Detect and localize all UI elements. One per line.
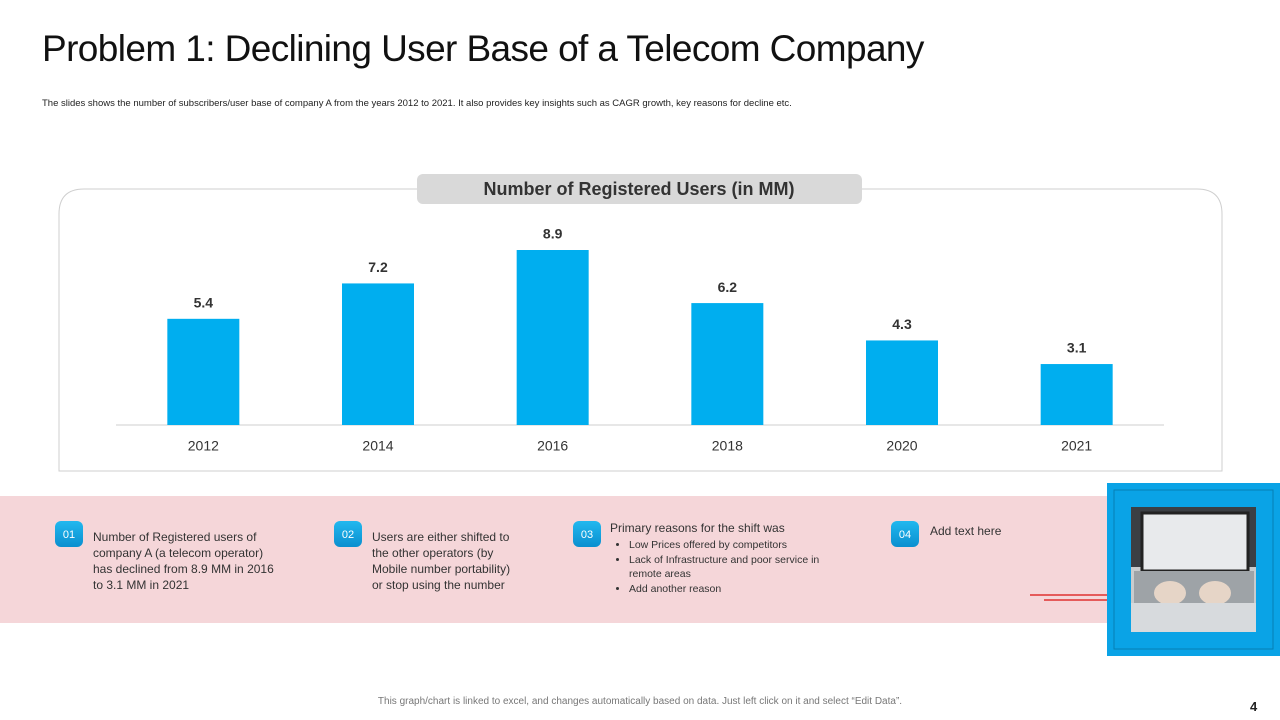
x-tick-label: 2012 xyxy=(188,438,219,454)
chart: Number of Registered Users (in MM) 5.4 20… xyxy=(58,174,1223,472)
insight-heading: Number of Registered users of company A … xyxy=(93,530,274,592)
insight-bullet: Add another reason xyxy=(629,582,840,597)
chart-title: Number of Registered Users (in MM) xyxy=(483,179,794,199)
insight-text: Users are either shifted to the other op… xyxy=(372,529,522,593)
x-tick-label: 2014 xyxy=(362,438,393,454)
data-label: 7.2 xyxy=(368,259,388,275)
insight-badge: 03 xyxy=(573,521,601,547)
data-label: 6.2 xyxy=(718,279,738,295)
insight-bullet: Lack of Infrastructure and poor service … xyxy=(629,553,840,582)
chart-title-pill xyxy=(417,174,862,204)
bar xyxy=(167,318,240,425)
photo-hand xyxy=(1199,581,1231,605)
photo-inner-frame xyxy=(1113,489,1274,650)
x-tick-label: 2020 xyxy=(886,438,917,454)
photo xyxy=(1030,483,1280,656)
insight-bullet: Low Prices offered by competitors xyxy=(629,538,840,553)
slide-subtitle: The slides shows the number of subscribe… xyxy=(42,98,792,109)
footer: This graph/chart is linked to excel, and… xyxy=(377,696,903,707)
slide-title: Problem 1: Declining User Base of a Tele… xyxy=(42,28,924,69)
bar xyxy=(691,303,764,425)
insight-heading: Users are either shifted to the other op… xyxy=(372,530,511,592)
x-tick-label: 2018 xyxy=(712,438,743,454)
insight-text: Add text here xyxy=(930,523,1010,539)
x-tick-label: 2021 xyxy=(1061,438,1092,454)
insight-heading: Add text here xyxy=(930,524,1002,538)
x-tick-label: 2016 xyxy=(537,438,568,454)
insight-badge: 02 xyxy=(334,521,362,547)
insight-band xyxy=(0,496,1107,623)
data-label: 8.9 xyxy=(543,226,563,242)
insight-text: Primary reasons for the shift was Low Pri… xyxy=(610,520,840,596)
photo-screen xyxy=(1140,511,1250,573)
insight-text: Number of Registered users of company A … xyxy=(93,529,283,593)
data-label: 3.1 xyxy=(1067,340,1087,356)
photo-hand xyxy=(1154,581,1186,605)
bar xyxy=(866,340,938,425)
bar xyxy=(342,283,414,425)
insight-badge: 01 xyxy=(55,521,83,547)
insight-bullets: Low Prices offered by competitorsLack of… xyxy=(610,538,840,596)
insight-heading: Primary reasons for the shift was xyxy=(610,521,785,535)
bar xyxy=(516,250,589,425)
photo-sleeves xyxy=(1131,603,1256,632)
bar xyxy=(1040,364,1113,425)
data-label: 4.3 xyxy=(892,316,912,332)
page-number: 4 xyxy=(1250,699,1258,714)
insight-badge: 04 xyxy=(891,521,919,547)
data-label: 5.4 xyxy=(194,295,214,311)
